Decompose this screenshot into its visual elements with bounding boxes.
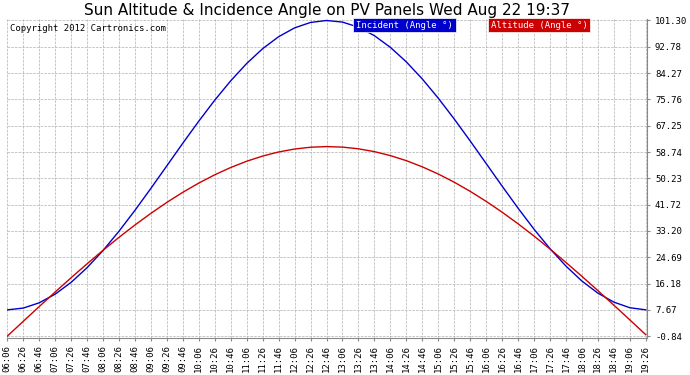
Text: Altitude (Angle °): Altitude (Angle °) <box>491 21 587 30</box>
Text: Copyright 2012 Cartronics.com: Copyright 2012 Cartronics.com <box>10 24 166 33</box>
Title: Sun Altitude & Incidence Angle on PV Panels Wed Aug 22 19:37: Sun Altitude & Incidence Angle on PV Pan… <box>84 3 571 18</box>
Text: Incident (Angle °): Incident (Angle °) <box>356 21 453 30</box>
